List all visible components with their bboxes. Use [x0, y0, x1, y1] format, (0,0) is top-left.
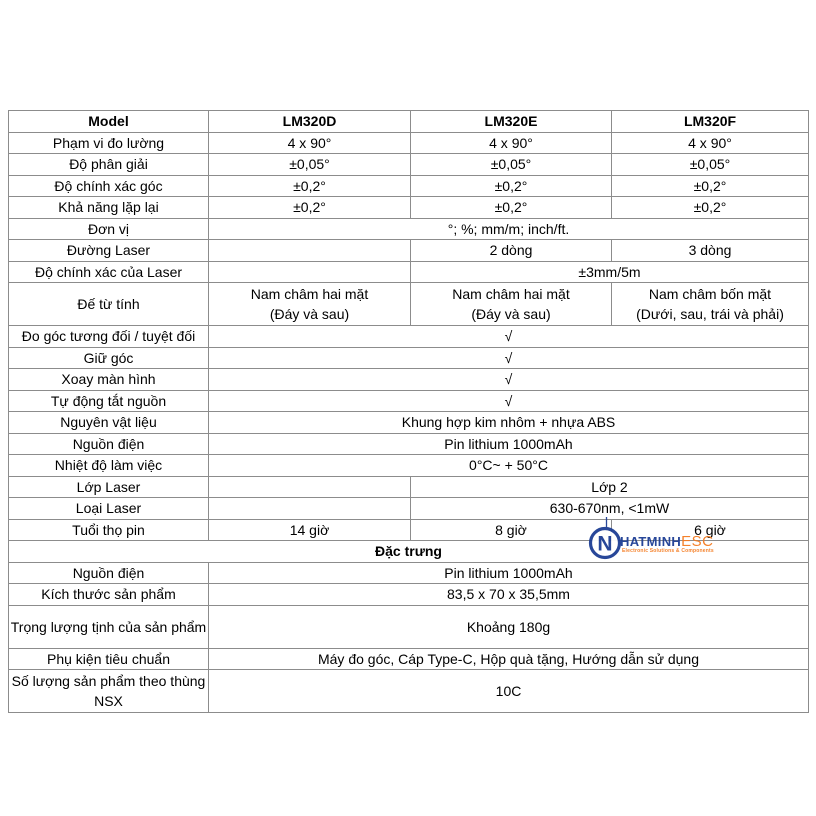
spec-value-cell: Lớp 2: [410, 475, 809, 498]
spec-value-cell: ±0,2°: [410, 174, 612, 197]
spec-table: Model LM320D LM320E LM320F Phạm vi đo lường 4…: [8, 110, 809, 713]
spec-label-cell: Số lượng sản phẩm theo thùng NSX: [8, 669, 209, 713]
table-row: Khả năng lặp lại ±0,2° ±0,2° ±0,2°: [8, 196, 809, 219]
spec-value-cell: Máy đo góc, Cáp Type-C, Hộp quà tặng, Hư…: [208, 647, 809, 670]
spec-label-cell: Kích thước sản phẩm: [8, 583, 209, 606]
spec-value-cell: √: [208, 346, 809, 369]
spec-value-cell: 2 dòng: [410, 239, 612, 262]
table-row: Trọng lượng tịnh của sản phẩm Khoảng 180g: [8, 604, 809, 649]
spec-value-cell: 14 giờ: [208, 518, 411, 541]
table-row: Nguồn điện Pin lithium 1000mAh: [8, 432, 809, 455]
spec-value-cell: [208, 239, 411, 262]
spec-value-cell: 4 x 90°: [208, 131, 411, 154]
table-row: Kích thước sản phẩm 83,5 x 70 x 35,5mm: [8, 583, 809, 606]
spec-label-cell: Loại Laser: [8, 497, 209, 520]
spec-value-cell: [208, 260, 411, 283]
table-row: Tự động tắt nguồn √: [8, 389, 809, 412]
spec-value-cell: ±3mm/5m: [410, 260, 809, 283]
spec-value-cell: 10C: [208, 669, 809, 713]
spec-value-cell: ±0,2°: [410, 196, 612, 219]
spec-label-cell: Đường Laser: [8, 239, 209, 262]
spec-value-cell: Pin lithium 1000mAh: [208, 432, 809, 455]
spec-label-cell: Lớp Laser: [8, 475, 209, 498]
table-row: Phụ kiện tiêu chuẩn Máy đo góc, Cáp Type-…: [8, 647, 809, 670]
spec-label-cell: Độ chính xác góc: [8, 174, 209, 197]
spec-value-cell: 8 giờ: [410, 518, 612, 541]
spec-value-cell: 4 x 90°: [611, 131, 809, 154]
spec-label-cell: Nhiệt độ làm việc: [8, 454, 209, 477]
spec-value-cell: ±0,2°: [611, 174, 809, 197]
table-row: Loại Laser 630-670nm, <1mW: [8, 497, 809, 520]
table-row: Độ chính xác của Laser ±3mm/5m: [8, 260, 809, 283]
spec-label-cell: Đơn vị: [8, 217, 209, 240]
table-row: Đường Laser 2 dòng 3 dòng: [8, 239, 809, 262]
table-row: Độ chính xác góc ±0,2° ±0,2° ±0,2°: [8, 174, 809, 197]
spec-label-cell: Nguyên vật liệu: [8, 411, 209, 434]
spec-label-cell: Giữ góc: [8, 346, 209, 369]
spec-value-cell: 3 dòng: [611, 239, 809, 262]
table-row: Lớp Laser Lớp 2: [8, 475, 809, 498]
table-row: Giữ góc √: [8, 346, 809, 369]
column-header-row: Model LM320D LM320E LM320F: [8, 110, 809, 133]
spec-value-cell: Pin lithium 1000mAh: [208, 561, 809, 584]
spec-label-cell: Tuổi thọ pin: [8, 518, 209, 541]
spec-value-cell: [208, 475, 411, 498]
spec-value-cell: Khung hợp kim nhôm + nhựa ABS: [208, 411, 809, 434]
spec-value-cell: 630-670nm, <1mW: [410, 497, 809, 520]
spec-value-cell: Khoảng 180g: [208, 604, 809, 649]
column-header-cell: LM320E: [410, 110, 612, 133]
table-row: Nguồn điện Pin lithium 1000mAh: [8, 561, 809, 584]
section-header-cell: Đặc trưng: [8, 540, 809, 563]
spec-label-cell: Độ chính xác của Laser: [8, 260, 209, 283]
table-row: Đế từ tính Nam châm hai mặt (Đáy và sau) N…: [8, 282, 809, 326]
table-row: Đơn vị °; %; mm/m; inch/ft.: [8, 217, 809, 240]
table-row: Độ phân giải ±0,05° ±0,05° ±0,05°: [8, 153, 809, 176]
spec-value-cell: Nam châm hai mặt (Đáy và sau): [208, 282, 411, 326]
table-row: Đặc trưng: [8, 540, 809, 563]
spec-value-cell: 83,5 x 70 x 35,5mm: [208, 583, 809, 606]
spec-label-cell: Nguồn điện: [8, 561, 209, 584]
spec-value-cell: ±0,05°: [410, 153, 612, 176]
spec-label-cell: Đo góc tương đối / tuyệt đối: [8, 325, 209, 348]
spec-label-cell: Độ phân giải: [8, 153, 209, 176]
table-row: Tuổi thọ pin 14 giờ 8 giờ 6 giờ: [8, 518, 809, 541]
spec-value-cell: ±0,2°: [611, 196, 809, 219]
spec-value-cell: [208, 497, 411, 520]
spec-value-cell: °; %; mm/m; inch/ft.: [208, 217, 809, 240]
spec-value-cell: ±0,05°: [208, 153, 411, 176]
spec-label-cell: Phụ kiện tiêu chuẩn: [8, 647, 209, 670]
spec-value-cell: ±0,2°: [208, 174, 411, 197]
table-row: Nguyên vật liệu Khung hợp kim nhôm + nhựa…: [8, 411, 809, 434]
spec-label-cell: Phạm vi đo lường: [8, 131, 209, 154]
spec-value-cell: √: [208, 325, 809, 348]
spec-value-cell: 4 x 90°: [410, 131, 612, 154]
column-header-cell: LM320D: [208, 110, 411, 133]
table-row: Đo góc tương đối / tuyệt đối √: [8, 325, 809, 348]
spec-value-cell: Nam châm hai mặt (Đáy và sau): [410, 282, 612, 326]
spec-label-cell: Đế từ tính: [8, 282, 209, 326]
table-row: Nhiệt độ làm việc 0°C~ + 50°C: [8, 454, 809, 477]
spec-value-cell: ±0,05°: [611, 153, 809, 176]
spec-label-cell: Xoay màn hình: [8, 368, 209, 391]
column-header-cell: Model: [8, 110, 209, 133]
spec-value-cell: 6 giờ: [611, 518, 809, 541]
column-header-cell: LM320F: [611, 110, 809, 133]
spec-label-cell: Trọng lượng tịnh của sản phẩm: [8, 604, 209, 649]
spec-value-cell: 0°C~ + 50°C: [208, 454, 809, 477]
spec-label-cell: Nguồn điện: [8, 432, 209, 455]
table-row: Số lượng sản phẩm theo thùng NSX 10C: [8, 669, 809, 713]
spec-label-cell: Khả năng lặp lại: [8, 196, 209, 219]
table-row: Phạm vi đo lường 4 x 90° 4 x 90° 4 x 90°: [8, 131, 809, 154]
spec-value-cell: Nam châm bốn mặt (Dưới, sau, trái và phả…: [611, 282, 809, 326]
spec-value-cell: √: [208, 368, 809, 391]
spec-value-cell: ±0,2°: [208, 196, 411, 219]
table-row: Xoay màn hình √: [8, 368, 809, 391]
spec-value-cell: √: [208, 389, 809, 412]
spec-label-cell: Tự động tắt nguồn: [8, 389, 209, 412]
